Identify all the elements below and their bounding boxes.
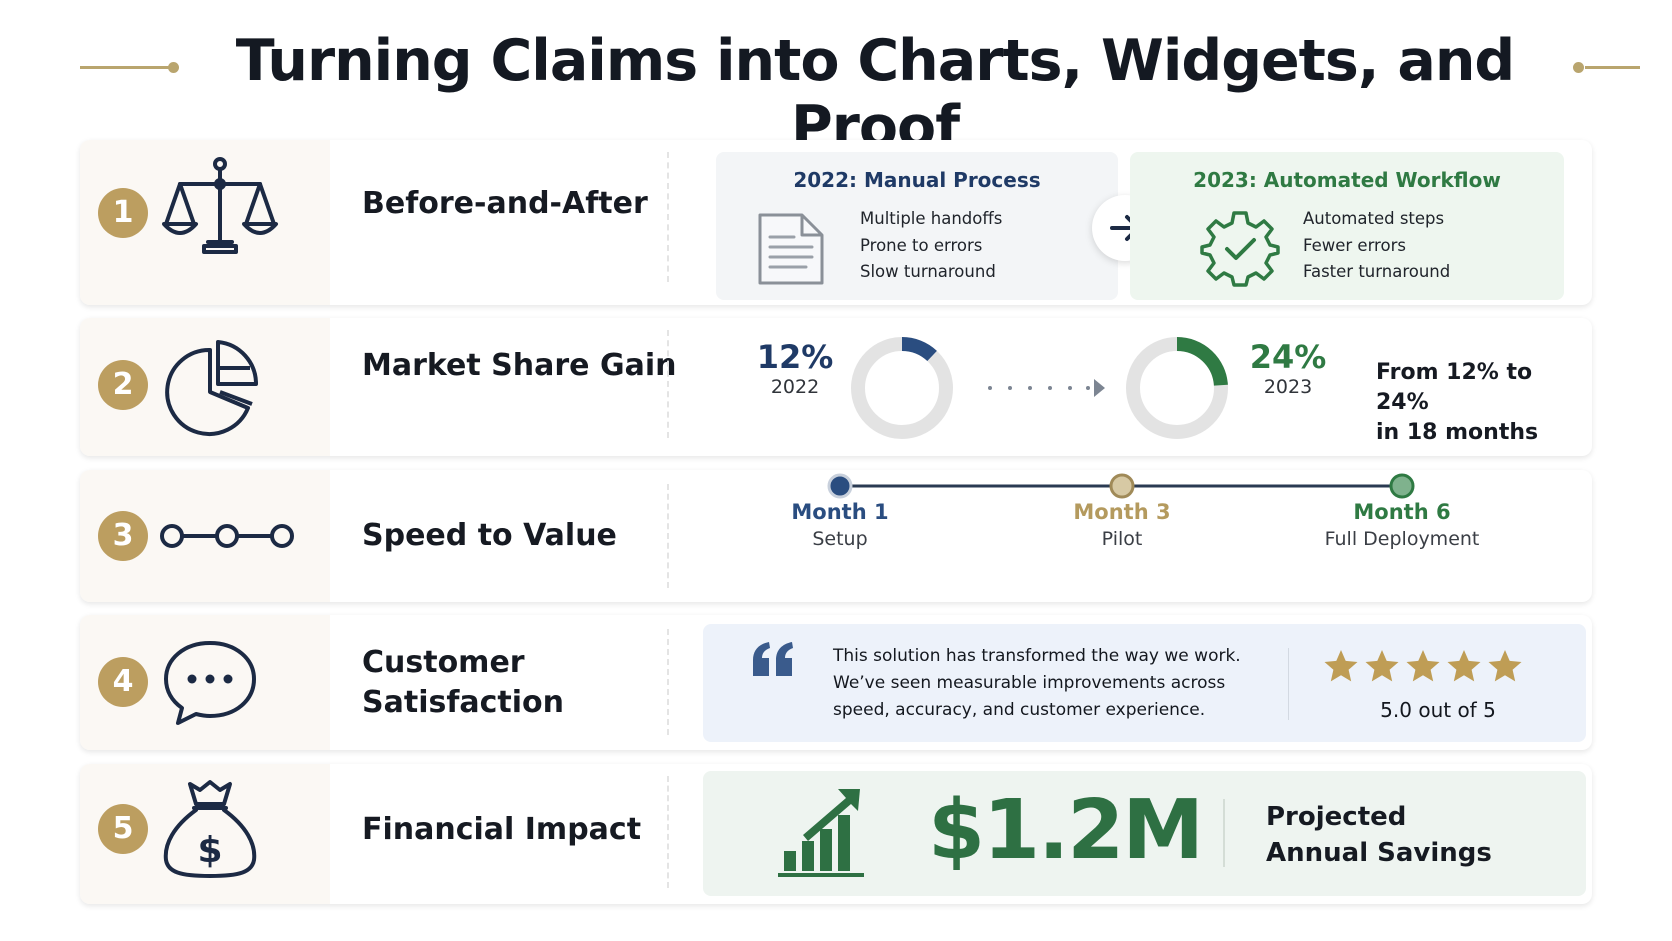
star-icon <box>1488 650 1522 682</box>
savings-caption-line: Projected <box>1266 802 1407 832</box>
title-rule-right <box>1585 66 1640 69</box>
money-bag-icon: $ <box>163 780 257 878</box>
testimonial-line: We’ve seen measurable improvements acros… <box>833 673 1226 693</box>
milestone-title: Month 3 <box>1073 500 1171 524</box>
star-icon <box>1406 650 1440 682</box>
savings-divider <box>1223 799 1225 867</box>
after-card-title: 2023: Automated Workflow <box>1193 168 1501 192</box>
testimonial-text: This solution has transformed the way we… <box>833 643 1253 724</box>
row-label: Speed to Value <box>362 518 617 553</box>
after-card-lines: Automated steps Fewer errors Faster turn… <box>1303 206 1450 286</box>
milestone-title: Month 1 <box>791 500 889 524</box>
star-icon <box>1324 650 1358 682</box>
growth-chart-icon <box>778 789 864 877</box>
row-financial-impact: 5 $ Financial Impact $1.2M Projected Ann… <box>80 764 1592 904</box>
row-number: 4 <box>98 657 148 707</box>
row-divider <box>667 152 669 282</box>
donut-2022 <box>851 337 953 439</box>
milestone-sub: Setup <box>812 528 868 550</box>
share-end-value: 24% <box>1249 338 1327 376</box>
savings-amount: $1.2M <box>928 783 1204 878</box>
quote-mark-icon <box>753 642 793 676</box>
dotted-arrow <box>988 379 1105 397</box>
milestone-sub: Pilot <box>1101 528 1143 550</box>
milestone-sub: Full Deployment <box>1324 528 1480 550</box>
row-divider <box>667 330 669 438</box>
gear-check-icon <box>1200 211 1280 287</box>
rating-text: 5.0 out of 5 <box>1380 698 1496 722</box>
milestone-dot-1 <box>827 473 853 499</box>
row-label: Customer Satisfaction <box>362 643 564 723</box>
row-number: 3 <box>98 511 148 561</box>
after-line: Fewer errors <box>1303 235 1406 255</box>
title-rule-left <box>80 66 170 69</box>
row-before-after: 1 Before-and-After 2022: Manual Process <box>80 140 1592 305</box>
after-line: Automated steps <box>1303 209 1445 228</box>
row-divider <box>667 776 669 888</box>
donut-2023-arc <box>1176 337 1228 387</box>
row-label-line: Customer <box>362 645 525 680</box>
row-divider <box>667 484 669 588</box>
donut-2022-arc <box>901 337 937 362</box>
row-number: 2 <box>98 360 148 410</box>
testimonial-line: This solution has transformed the way we… <box>833 646 1241 666</box>
milestone-title: Month 6 <box>1353 500 1451 524</box>
share-summary-line: From 12% to 24% <box>1376 360 1533 415</box>
savings-caption-line: Annual Savings <box>1266 838 1492 868</box>
row-number: 1 <box>98 188 148 238</box>
share-end-year: 2023 <box>1263 376 1313 398</box>
title-dot-right <box>1573 62 1584 73</box>
milestone-dot-2 <box>1109 473 1135 499</box>
row-market-share: 2 Market Share Gain 12% 2022 24% 2023 Fr… <box>80 318 1592 456</box>
timeline-icon <box>160 524 294 548</box>
before-line: Multiple handoffs <box>860 209 1003 228</box>
row-label-line: Satisfaction <box>362 685 565 720</box>
title-dot-left <box>168 62 179 73</box>
star-icon <box>1365 650 1399 682</box>
share-summary-line: in 18 months <box>1376 420 1539 445</box>
chat-bubble-icon <box>164 641 256 725</box>
row-speed-to-value: 3 Speed to Value Month 1 Setup Month 3 P… <box>80 470 1592 602</box>
row-customer-satisfaction: 4 Customer Satisfaction This solution ha… <box>80 615 1592 750</box>
testimonial-card: This solution has transformed the way we… <box>703 624 1586 742</box>
after-card: 2023: Automated Workflow Automated steps… <box>1130 152 1564 300</box>
pie-chart-icon <box>165 340 259 436</box>
testimonial-line: speed, accuracy, and customer experience… <box>833 700 1206 720</box>
after-line: Faster turnaround <box>1303 262 1451 281</box>
row-divider <box>667 629 669 735</box>
savings-card: $1.2M Projected Annual Savings <box>703 771 1586 896</box>
timeline-track <box>827 473 1415 499</box>
share-start-value: 12% <box>756 338 834 376</box>
scales-icon <box>162 157 278 254</box>
row-number: 5 <box>98 804 148 854</box>
row-label: Financial Impact <box>362 812 642 847</box>
row-label: Before-and-After <box>362 186 648 221</box>
page-title: Turning Claims into Charts, Widgets, and… <box>235 28 1515 160</box>
share-start-year: 2022 <box>770 376 820 398</box>
star-rating <box>1324 650 1522 682</box>
title-row: Turning Claims into Charts, Widgets, and… <box>0 28 1672 160</box>
milestone-dot-3 <box>1389 473 1415 499</box>
savings-caption: Projected Annual Savings <box>1266 799 1492 871</box>
row-label: Market Share Gain <box>362 348 677 383</box>
svg-text:$: $ <box>197 830 222 871</box>
before-line: Prone to errors <box>860 235 983 255</box>
before-card: 2022: Manual Process Multiple handoffs P… <box>716 152 1118 300</box>
before-card-lines: Multiple handoffs Prone to errors Slow t… <box>860 206 1002 286</box>
donut-2023 <box>1126 337 1228 439</box>
document-icon <box>758 213 824 285</box>
before-line: Slow turnaround <box>860 262 996 281</box>
before-card-title: 2022: Manual Process <box>793 168 1041 192</box>
testimonial-divider <box>1288 648 1289 720</box>
star-icon <box>1447 650 1481 682</box>
share-summary: From 12% to 24% in 18 months <box>1376 358 1592 448</box>
